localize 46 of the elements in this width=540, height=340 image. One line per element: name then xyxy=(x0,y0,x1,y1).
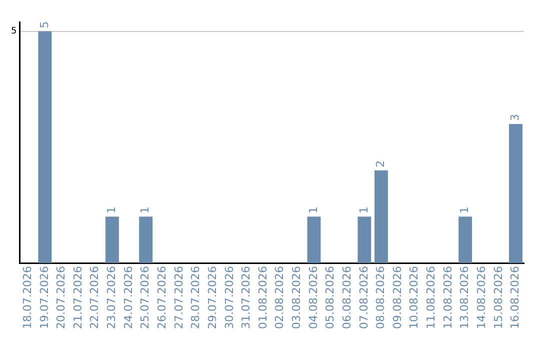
x-tick-label: 31.07.2026 xyxy=(240,266,253,330)
x-tick-label: 24.07.2026 xyxy=(122,266,135,330)
data-label: 3 xyxy=(508,114,522,121)
data-label: 1 xyxy=(357,206,370,214)
x-tick-label: 08.08.2026 xyxy=(374,266,388,330)
data-label: 2 xyxy=(374,160,388,168)
x-tick-label: 04.08.2026 xyxy=(306,266,320,330)
data-label: 5 xyxy=(38,21,51,28)
x-tick-label: 28.07.2026 xyxy=(189,266,202,330)
bar xyxy=(458,216,472,264)
x-tick-label: 11.08.2026 xyxy=(424,266,438,330)
x-tick-label: 02.08.2026 xyxy=(273,266,286,330)
bar xyxy=(105,216,119,264)
x-tick-label: 23.07.2026 xyxy=(105,266,118,330)
x-tick-label: 14.08.2026 xyxy=(474,266,488,330)
x-tick-label: 05.08.2026 xyxy=(324,266,337,330)
x-tick-label: 06.08.2026 xyxy=(340,266,354,330)
bar xyxy=(509,124,522,264)
x-tick-label: 13.08.2026 xyxy=(458,266,472,330)
x-tick-label: 20.07.2026 xyxy=(54,266,68,330)
x-tick-label: 03.08.2026 xyxy=(290,266,304,330)
x-tick-label: 26.07.2026 xyxy=(156,266,169,330)
x-tick-label: 10.08.2026 xyxy=(408,266,421,330)
x-tick-label: 16.08.2026 xyxy=(508,266,522,330)
x-tick-label: 18.07.2026 xyxy=(20,266,34,330)
bar xyxy=(38,31,52,264)
x-tick-label: 29.07.2026 xyxy=(206,266,219,330)
x-tick-label: 30.07.2026 xyxy=(222,266,236,330)
bar xyxy=(374,170,388,264)
x-tick-label: 27.07.2026 xyxy=(172,266,186,330)
x-tick-label: 25.07.2026 xyxy=(138,266,152,330)
x-tick-label: 09.08.2026 xyxy=(390,266,404,330)
x-tick-label: 12.08.2026 xyxy=(441,266,454,330)
data-label: 1 xyxy=(306,206,320,214)
x-tick-label: 15.08.2026 xyxy=(492,266,505,330)
data-label: 1 xyxy=(105,206,118,214)
x-tick-label: 07.08.2026 xyxy=(357,266,370,330)
x-tick-label: 19.07.2026 xyxy=(38,266,51,330)
x-tick-label: 21.07.2026 xyxy=(71,266,84,330)
bar xyxy=(139,216,153,264)
x-tick-label: 01.08.2026 xyxy=(256,266,270,330)
data-label: 1 xyxy=(458,206,472,214)
bar xyxy=(307,216,321,264)
data-label: 1 xyxy=(138,206,152,214)
x-tick-label: 22.07.2026 xyxy=(88,266,102,330)
bar xyxy=(358,216,372,264)
